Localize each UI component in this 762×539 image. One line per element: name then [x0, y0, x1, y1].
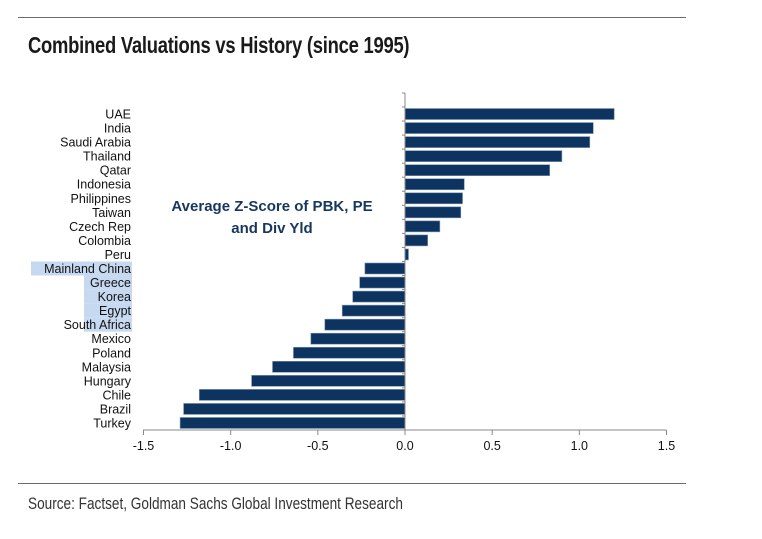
bar-poland [293, 346, 406, 359]
category-label: Brazil [100, 402, 131, 416]
annotation-line-2: and Div Yld [231, 220, 312, 237]
x-tick-label: -1.0 [220, 439, 242, 453]
bar-mexico [310, 332, 406, 345]
bar-brazil [183, 403, 406, 415]
bar-korea [352, 290, 406, 303]
annotation-line-1: Average Z-Score of PBK, PE [171, 198, 372, 215]
bar-qatar [404, 164, 550, 176]
category-label: Turkey [93, 416, 131, 430]
bar-chile [198, 389, 406, 401]
category-label: Czech Rep [69, 220, 131, 234]
category-label: Chile [103, 388, 132, 402]
category-label: Philippines [71, 192, 131, 206]
top-rule [18, 17, 686, 18]
chart-title: Combined Valuations vs History (since 19… [28, 32, 410, 58]
category-label: South Africa [64, 318, 131, 332]
label-highlight [84, 303, 132, 318]
x-tick-label: -0.5 [307, 439, 329, 453]
label-highlight [31, 261, 132, 276]
bar-south-africa [324, 318, 406, 331]
category-label: Thailand [83, 150, 131, 164]
category-label: Saudi Arabia [60, 136, 131, 150]
x-tick-label: 0.0 [396, 439, 413, 453]
label-highlight [84, 317, 132, 332]
x-tick-label: 0.5 [483, 439, 500, 453]
bar-indonesia [404, 178, 465, 191]
bar-egypt [341, 304, 406, 317]
category-label: Qatar [100, 164, 131, 178]
x-tick-label: 1.5 [658, 439, 675, 453]
bottom-rule [18, 483, 686, 484]
category-label: UAE [105, 108, 131, 122]
bar-thailand [404, 150, 563, 162]
bar-peru [404, 248, 409, 261]
bar-taiwan [404, 206, 462, 219]
source-note: Source: Factset, Goldman Sachs Global In… [28, 494, 403, 513]
category-label: Colombia [78, 234, 131, 248]
category-label: Hungary [84, 374, 132, 388]
category-label: Peru [105, 248, 131, 262]
bar-philippines [404, 192, 463, 205]
category-label: Mainland China [44, 262, 131, 276]
category-label: Egypt [99, 304, 131, 318]
x-tick-label: 1.0 [571, 439, 588, 453]
bar-colombia [404, 234, 428, 247]
bar-hungary [251, 375, 406, 387]
category-label: Korea [98, 290, 131, 304]
label-highlight [84, 275, 132, 290]
category-label: Greece [90, 276, 131, 290]
category-label: Mexico [91, 332, 131, 346]
bar-saudi-arabia [404, 136, 591, 148]
label-highlight [84, 289, 132, 304]
category-label: Indonesia [77, 178, 131, 192]
category-label: Poland [92, 346, 131, 360]
bar-turkey [179, 417, 406, 429]
category-label: India [104, 122, 131, 136]
bar-mainland-china [364, 262, 406, 275]
category-label: Malaysia [82, 360, 131, 374]
bar-malaysia [272, 361, 406, 373]
bar-uae [404, 108, 615, 120]
category-label: Taiwan [92, 206, 131, 220]
x-tick-label: -1.5 [133, 439, 155, 453]
bar-india [404, 122, 594, 134]
bar-czech-rep [404, 220, 441, 233]
bar-greece [359, 276, 406, 289]
